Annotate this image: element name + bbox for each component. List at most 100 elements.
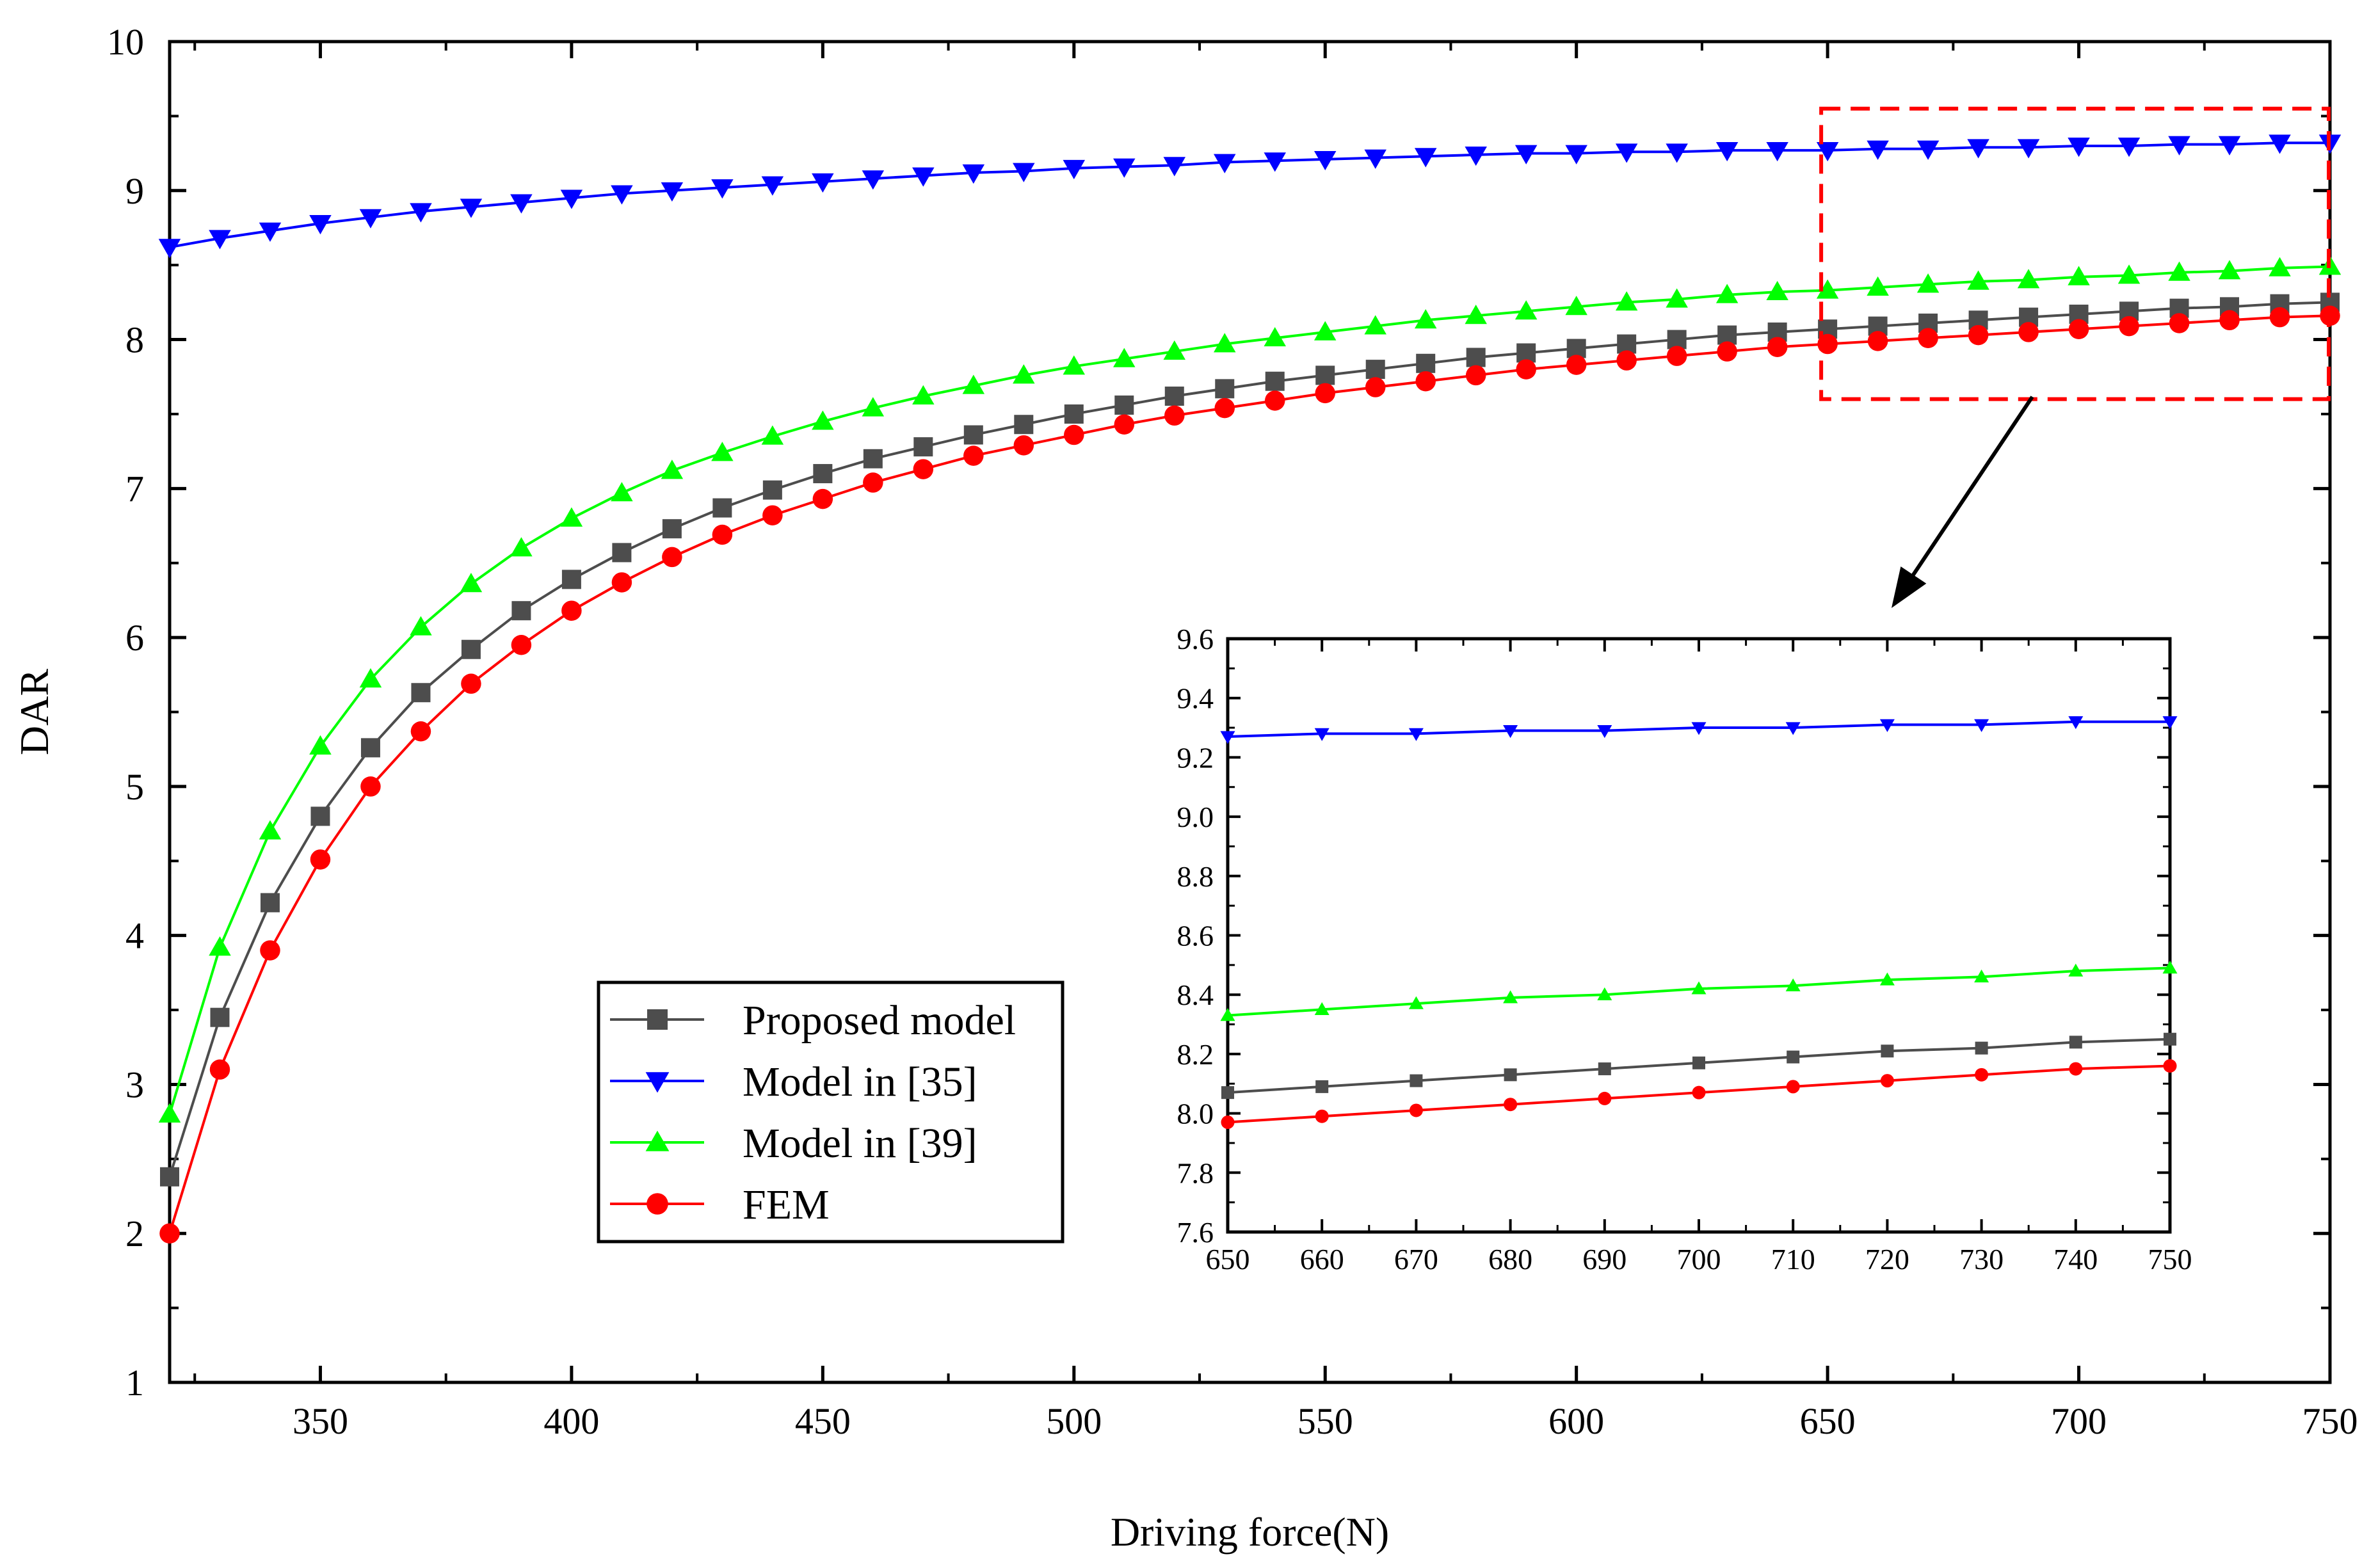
legend-swatch-marker (647, 1009, 668, 1030)
inset-data-point (1221, 1086, 1234, 1100)
data-point (2219, 310, 2240, 331)
data-point (1715, 141, 1739, 162)
data-point (711, 442, 734, 461)
data-point (1967, 139, 1989, 159)
data-point (209, 230, 231, 250)
inset-data-point (1503, 990, 1518, 1004)
inset-plot: 7.6 7.8 8.0 8.2 8.4 8.6 8.8 9.0 9.2 9.4 9.6 650 660 6… (1177, 623, 2192, 1276)
data-point (1465, 365, 1486, 386)
series-proposed-model (160, 292, 2340, 1187)
data-point (510, 194, 533, 214)
data-point (1415, 371, 1436, 392)
inset-data-point (1597, 987, 1612, 1000)
data-point (561, 600, 582, 621)
inset-data-point (1504, 1098, 1518, 1112)
data-point (460, 573, 483, 593)
data-point (2068, 138, 2090, 157)
data-point (410, 721, 431, 742)
legend-swatch-marker (647, 1193, 668, 1215)
series-line-model-in-39 (168, 265, 2331, 1115)
legend-label: Proposed model (743, 997, 1016, 1044)
data-point (260, 893, 280, 913)
data-point (2218, 136, 2241, 156)
inset-x-tick-label: 710 (1771, 1243, 1815, 1276)
data-point (1968, 324, 1989, 346)
data-point (1314, 150, 1337, 171)
inset-y-tick-label: 8.8 (1177, 860, 1214, 893)
data-point (1063, 159, 1086, 180)
data-point (1514, 145, 1538, 164)
data-point (1918, 328, 1938, 348)
data-point (309, 215, 332, 235)
data-point (661, 182, 684, 202)
data-point (1916, 273, 1940, 293)
data-point (1315, 365, 1335, 385)
data-point (1265, 371, 1285, 391)
x-tick-label: 600 (1548, 1400, 1604, 1442)
inset-series-model-in-39 (1220, 960, 2178, 1021)
inset-data-point (1410, 1074, 1423, 1087)
data-point (813, 464, 833, 484)
inset-data-point (1314, 1002, 1330, 1015)
data-point (761, 176, 784, 196)
inset-data-point (1220, 731, 1235, 744)
data-point (1164, 405, 1185, 426)
inset-series-proposed-model (1221, 1032, 2176, 1100)
data-point (461, 639, 481, 659)
data-point (662, 547, 682, 568)
data-point (1214, 397, 1235, 419)
inset-data-point (1786, 1080, 1800, 1094)
data-point (158, 1103, 181, 1123)
series-line-model-in-35 (169, 141, 2330, 249)
inset-data-point (1408, 996, 1424, 1009)
inset-y-tick-label: 9.4 (1177, 682, 1214, 715)
data-point (1214, 333, 1236, 353)
y-tick-label: 1 (125, 1362, 144, 1404)
y-tick-label: 8 (125, 319, 144, 361)
data-point (2068, 319, 2089, 340)
data-point (360, 738, 380, 758)
data-point (2017, 269, 2040, 289)
data-point (360, 776, 381, 797)
zoom-box (1819, 106, 2331, 401)
data-point (1616, 350, 1637, 371)
data-point (1064, 404, 1084, 424)
legend-swatch-marker (645, 1072, 670, 1093)
inset-data-point (1974, 719, 1989, 732)
inset-y-tick-label: 8.4 (1177, 979, 1214, 1011)
data-point (2269, 257, 2291, 276)
inset-data-point (1691, 722, 1707, 735)
inset-data-point (1881, 1044, 1894, 1058)
data-point (309, 735, 332, 755)
zoom-arrow-head (1892, 566, 1927, 608)
inset-x-tick-label: 720 (1865, 1243, 1909, 1276)
data-point (1214, 154, 1236, 173)
data-point (1414, 148, 1437, 168)
data-point (1114, 395, 1134, 415)
data-point (1264, 390, 1285, 411)
data-point (661, 460, 684, 479)
inset-series-model-in-35 (1220, 716, 2178, 744)
legend-item-model-in-39: Model in [39] (610, 1120, 977, 1167)
data-point (1565, 145, 1587, 164)
data-point (762, 505, 783, 525)
x-tick-label: 500 (1046, 1400, 1102, 1442)
data-point (1465, 146, 1487, 166)
data-point (1113, 158, 1136, 178)
data-point (1867, 276, 1889, 296)
y-tick-label: 7 (125, 468, 144, 509)
data-point (1315, 383, 1335, 404)
data-point (160, 1167, 179, 1187)
data-point (812, 488, 833, 509)
data-point (2269, 134, 2291, 154)
inset-y-tick-label: 9.6 (1177, 623, 1214, 655)
data-point (1967, 270, 1989, 290)
inset-x-tick-label: 680 (1488, 1243, 1532, 1276)
x-tick-label: 750 (2302, 1400, 2358, 1442)
y-tick-label: 6 (125, 617, 144, 659)
data-point (1013, 364, 1035, 384)
data-point (1414, 309, 1437, 329)
data-point (209, 936, 231, 956)
data-point (1164, 387, 1184, 406)
data-point (1365, 360, 1385, 380)
